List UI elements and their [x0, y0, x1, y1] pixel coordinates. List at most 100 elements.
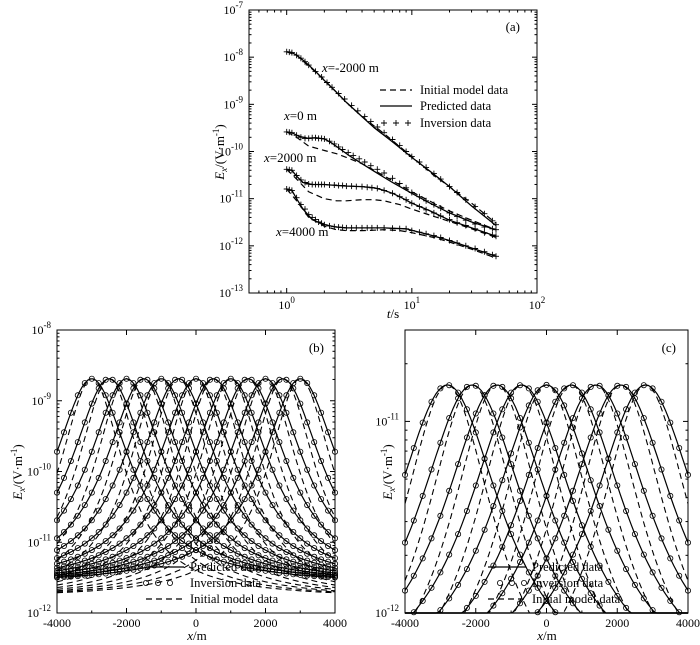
inversion-point [321, 181, 328, 188]
inversion-point [587, 543, 594, 550]
inversion-point [255, 466, 262, 473]
y-tick-label: 10-13 [219, 283, 243, 300]
inversion-point [102, 538, 109, 545]
inversion-point [192, 400, 199, 407]
inversion-point [561, 385, 568, 392]
inversion-point [350, 152, 357, 159]
inversion-point [305, 211, 312, 218]
inversion-point [137, 561, 144, 568]
inversion-point [220, 543, 227, 550]
inversion-point [416, 193, 423, 200]
inversion-point [234, 474, 241, 481]
inversion-point [234, 525, 241, 532]
inversion-point [423, 197, 430, 204]
inversion-point [213, 532, 220, 539]
x-tick-label: 2000 [254, 616, 278, 630]
initial-curve-9 [56, 378, 336, 590]
panel-c-ylabel: Ex/(V·m-1) [379, 444, 397, 501]
inversion-point [179, 376, 186, 383]
inversion-point [649, 439, 656, 446]
inversion-point [227, 400, 234, 407]
inversion-point [389, 136, 396, 143]
inversion-point [109, 532, 116, 539]
inversion-point [297, 448, 304, 455]
y-tick-label: 10-7 [224, 0, 244, 17]
inversion-point [561, 539, 568, 546]
inversion-point [454, 240, 461, 246]
inversion-point [248, 409, 255, 416]
panel-c: -4000 -2000 0 2000 4000 10-12 10-11 (c) Predic… [375, 329, 700, 643]
inversion-point [312, 216, 319, 223]
inversion-point [283, 549, 290, 556]
inversion-point [283, 166, 290, 173]
inversion-point [297, 400, 304, 407]
inversion-point [543, 597, 550, 604]
inversion-point [649, 569, 656, 576]
inversion-point [403, 148, 410, 155]
x-tick-label: -2000 [462, 616, 490, 630]
inversion-point [248, 549, 255, 556]
inversion-point [116, 568, 123, 575]
inversion-point [199, 543, 206, 550]
inversion-point [605, 392, 612, 399]
inversion-point [311, 564, 318, 571]
inversion-point [446, 414, 453, 421]
inversion-points-5 [463, 382, 683, 616]
inversion-point [490, 382, 497, 389]
inversion-point [525, 587, 532, 594]
inversion-point [74, 571, 81, 578]
inversion-point [116, 466, 123, 473]
inversion-point [640, 414, 647, 421]
inversion-point [165, 507, 172, 514]
inversion-point [631, 461, 638, 468]
legend-a-inversion-text: Inversion data [420, 116, 492, 130]
inversion-point [144, 559, 151, 566]
inversion-point [74, 573, 81, 580]
inversion-point [241, 482, 248, 489]
inversion-point [109, 553, 116, 560]
inversion-point [367, 162, 374, 169]
inversion-point [410, 572, 417, 579]
inversion-point [570, 551, 577, 558]
inversion-point [137, 376, 144, 383]
inversion-point [667, 419, 674, 426]
series-initial-x4000m [286, 188, 497, 259]
inversion-point [185, 474, 192, 481]
inversion-point [489, 232, 496, 238]
inversion-point [304, 557, 311, 564]
inversion-point [367, 118, 374, 125]
inversion-point [116, 429, 123, 436]
x-tick-label: 2000 [605, 616, 629, 630]
inversion-point [396, 193, 403, 200]
inversion-point [172, 521, 179, 528]
panel-c-ticks: -4000 -2000 0 2000 4000 10-12 10-11 [375, 329, 700, 630]
inversion-point [472, 225, 479, 232]
inversion-point [137, 565, 144, 572]
inversion-point [318, 549, 325, 556]
inversion-point [88, 448, 95, 455]
inversion-point [430, 232, 437, 239]
inversion-point [151, 502, 158, 509]
initial-curve-10 [56, 378, 336, 592]
inversion-point [241, 457, 248, 464]
inversion-point [534, 387, 541, 394]
series-inversion-x4000m [283, 186, 499, 260]
inversion-point [401, 471, 408, 478]
inversion-point [326, 222, 333, 229]
inversion-point [454, 219, 461, 226]
inversion-point [206, 409, 213, 416]
inversion-point [309, 214, 316, 221]
inversion-point [220, 419, 227, 426]
inversion-point [158, 517, 165, 524]
inversion-point [151, 429, 158, 436]
inversion-point [109, 376, 116, 383]
inversion-point [290, 474, 297, 481]
inversion-point [283, 496, 290, 503]
inversion-point [199, 507, 206, 514]
inversion-point [293, 52, 300, 59]
inversion-point [234, 419, 241, 426]
inversion-point [213, 482, 220, 489]
inversion-point [640, 551, 647, 558]
x-tick-label: 4000 [676, 616, 700, 630]
inversion-point [288, 129, 295, 136]
